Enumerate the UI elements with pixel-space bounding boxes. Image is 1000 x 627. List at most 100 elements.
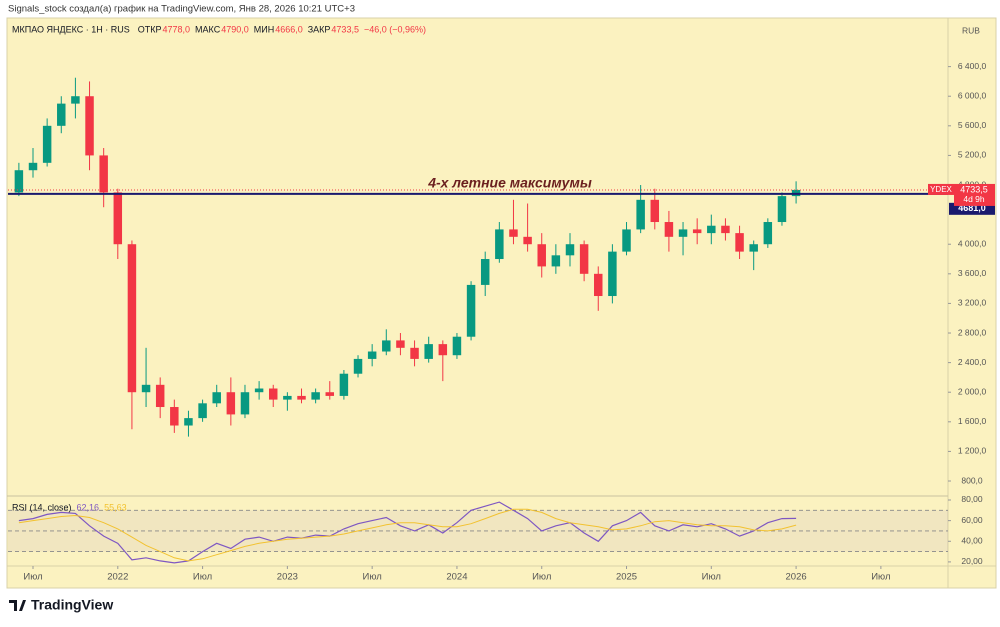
y-tick-label: 5 600,0 [958, 120, 987, 130]
candle-body [424, 344, 433, 359]
candle-body [297, 395, 306, 400]
candle-body [749, 244, 758, 252]
candle-body [537, 244, 546, 267]
rsi-line [18, 508, 797, 562]
candle-body [226, 392, 236, 415]
y-tick-label: 20,00 [961, 556, 983, 566]
ohlc-value: 4778,0 [163, 24, 191, 34]
candle-body [551, 255, 561, 267]
y-tick-label: 2 400,0 [958, 357, 987, 367]
y-tick-label: 6 000,0 [958, 90, 987, 100]
chart-frame [6, 17, 997, 589]
rsi-title: RSI (14, close) [12, 502, 72, 512]
candle-body [382, 340, 391, 352]
candle-body [184, 418, 193, 426]
candle-body [410, 347, 419, 359]
candle-body [438, 344, 448, 356]
candle-body [254, 388, 264, 393]
candle-body [339, 373, 349, 396]
ohlc-label: МИН [254, 24, 274, 34]
candle-body [240, 392, 250, 415]
x-tick-label: 2023 [277, 572, 298, 583]
y-tick-label: 1 600,0 [958, 416, 987, 426]
candle-body [325, 392, 335, 396]
x-tick-label: Июл [193, 572, 212, 583]
candle-body [283, 395, 292, 400]
x-tick-label: 2026 [786, 572, 807, 583]
candle-body [763, 222, 773, 245]
candle-body [622, 229, 631, 252]
candle-body [692, 229, 702, 234]
candle-body [396, 340, 405, 348]
rsi-line [18, 501, 797, 564]
candle-body [99, 155, 108, 193]
brand: TradingView [9, 597, 113, 613]
y-tick-label: 3 200,0 [958, 298, 987, 308]
candle-body [707, 225, 716, 234]
candle-body [735, 233, 744, 252]
candle-body [664, 222, 674, 237]
candle-body [155, 384, 165, 408]
ohlc-label: МАКС [195, 24, 221, 34]
candle-body [523, 236, 532, 245]
candle-body [28, 162, 38, 171]
candle-body [311, 392, 320, 400]
candle-body [452, 336, 462, 356]
x-tick-label: 2024 [446, 572, 467, 583]
ohlc-label: ЗАКР [308, 24, 331, 34]
symbol-tag [928, 183, 954, 195]
candle-body [269, 388, 278, 400]
x-tick-label: Июл [871, 572, 890, 583]
candle-body [353, 358, 363, 374]
level-label: 4681,0 [958, 203, 986, 213]
candle-body [212, 392, 221, 404]
candle-body [14, 170, 24, 193]
candle-body [42, 125, 52, 163]
candle-body [594, 273, 603, 297]
level-annotation: 4-х летние максимумы [427, 175, 592, 191]
candle-body [495, 229, 504, 260]
y-tick-label: 1 200,0 [958, 446, 987, 456]
x-tick-label: 2022 [107, 572, 128, 583]
rsi-readout: 55,63 [104, 502, 127, 512]
ohlc-value: 4666,0 [275, 24, 303, 34]
x-tick-label: Июл [23, 572, 42, 583]
candle-body [141, 384, 151, 393]
candle-body [71, 96, 80, 104]
ohlc-value: 4733,5 [331, 24, 359, 34]
brand-logo [9, 600, 26, 611]
brand-name: TradingView [31, 597, 113, 613]
symbol-tag-label: YDEX [930, 185, 952, 194]
x-tick-label: 2025 [616, 572, 637, 583]
y-tick-label: 3 600,0 [958, 268, 987, 278]
ohlc-label: ОТКР [138, 24, 162, 34]
candle-body [636, 199, 645, 230]
y-tick-label: 2 000,0 [958, 386, 987, 396]
symbol-title: МКПАО ЯНДЕКС · 1Н · RUS [12, 24, 130, 34]
candle-body [170, 407, 179, 426]
candle-body [565, 244, 575, 256]
candle-body [678, 229, 688, 237]
candle-body [777, 196, 787, 223]
candle-body [367, 351, 377, 359]
change: −46,0 (−0,96%) [364, 24, 426, 34]
candle-body [509, 229, 518, 237]
candle-body [113, 192, 123, 245]
x-tick-label: Июл [363, 572, 382, 583]
y-tick-label: 80,00 [961, 494, 983, 504]
currency: RUB [962, 25, 980, 35]
countdown-label: 4d 9h [963, 194, 985, 204]
y-tick-label: 40,00 [961, 536, 983, 546]
ohlc-value: 4790,0 [221, 24, 249, 34]
x-tick-label: Июл [532, 572, 551, 583]
price-tag [954, 183, 995, 206]
candle-body [480, 259, 490, 285]
price-tag-label: 4733,5 [960, 184, 988, 194]
candle-body [650, 199, 660, 223]
candle-body [198, 403, 207, 419]
candle-body [608, 251, 617, 297]
y-tick-label: 60,00 [961, 515, 983, 525]
candle-body [721, 225, 730, 234]
